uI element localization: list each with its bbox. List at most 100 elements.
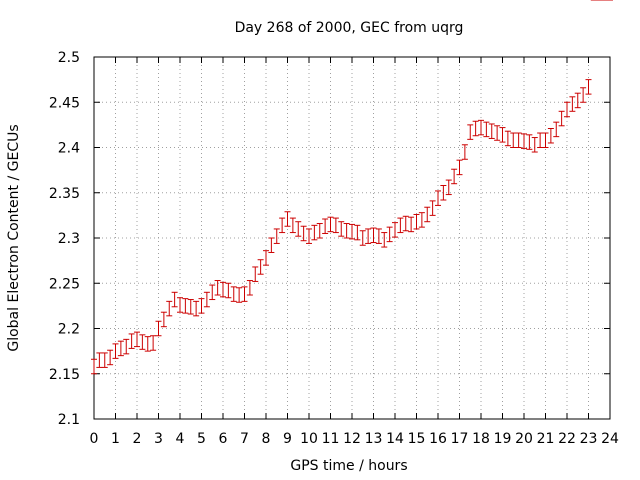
data-point	[123, 338, 130, 355]
data-point	[160, 311, 167, 328]
y-tick-label: 2.4	[58, 141, 80, 157]
data-point	[91, 358, 97, 375]
chart-title: Day 268 of 2000, GEC from uqrg	[235, 20, 464, 36]
x-tick-labels: 0 1 2 3 4 5 6 7 8 9 10 11 12 13 14 15 16 17 18 19 20 21 22 23 24	[90, 431, 619, 447]
data-point	[553, 121, 560, 138]
data-point	[273, 228, 280, 244]
data-point	[424, 206, 431, 223]
data-point	[198, 298, 205, 314]
data-point	[402, 215, 409, 232]
data-point	[381, 232, 388, 248]
y-tick-label: 2.45	[49, 95, 80, 111]
data-point	[365, 228, 372, 244]
data-point	[456, 159, 463, 176]
data-point	[386, 226, 393, 243]
data-point	[166, 300, 173, 317]
x-tick-label: 10	[300, 431, 318, 447]
data-point	[445, 179, 452, 196]
x-tick-label: 20	[515, 431, 533, 447]
data-point	[408, 216, 415, 233]
data-point	[392, 222, 398, 238]
x-tick-label: 19	[494, 431, 512, 447]
data-point	[144, 336, 151, 352]
data-point	[370, 227, 377, 244]
gridlines	[94, 57, 610, 419]
data-point	[558, 110, 565, 127]
data-point	[354, 224, 361, 241]
x-tick-label: 18	[472, 431, 490, 447]
x-tick-label: 15	[408, 431, 426, 447]
data-point	[429, 200, 436, 216]
y-axis-label: Global Electron Content / GECUs	[6, 124, 22, 351]
y-tick-label: 2.3	[58, 231, 80, 247]
data-point	[349, 223, 355, 240]
data-point	[521, 133, 527, 149]
x-tick-label: 5	[197, 431, 206, 447]
x-tick-label: 7	[240, 431, 249, 447]
data-point	[246, 280, 253, 296]
data-point	[580, 87, 587, 103]
data-point	[488, 123, 495, 139]
data-point	[494, 125, 501, 141]
data-point	[542, 132, 549, 148]
data-point	[547, 127, 554, 144]
data-point	[241, 286, 248, 302]
data-point	[504, 130, 511, 147]
data-point	[268, 237, 275, 253]
data-point	[107, 349, 114, 366]
data-point	[461, 144, 468, 160]
y-tick-label: 2.2	[58, 322, 80, 338]
data-point	[220, 281, 226, 298]
data-point	[139, 334, 146, 350]
data-point	[531, 137, 538, 153]
x-tick-label: 2	[133, 431, 142, 447]
data-point	[451, 168, 458, 185]
data-point	[343, 223, 350, 239]
data-point	[359, 230, 366, 246]
data-point	[483, 121, 490, 138]
data-point	[284, 211, 291, 227]
data-point	[171, 291, 178, 308]
data-point	[569, 96, 576, 112]
data-point	[418, 212, 425, 228]
x-tick-label: 17	[451, 431, 469, 447]
data-point	[375, 228, 382, 244]
x-tick-label: 13	[365, 431, 383, 447]
data-point	[478, 119, 484, 136]
data-point	[117, 340, 124, 357]
data-point	[510, 132, 517, 148]
x-tick-label: 1	[111, 431, 120, 447]
data-point	[499, 127, 506, 143]
data-point	[316, 223, 323, 239]
x-tick-label: 12	[343, 431, 361, 447]
data-point	[279, 217, 286, 234]
data-point	[435, 190, 441, 206]
data-point	[537, 132, 544, 148]
data-point	[397, 217, 404, 234]
data-point	[193, 300, 200, 317]
data-point	[209, 284, 216, 301]
data-point	[150, 335, 157, 351]
data-point	[289, 217, 296, 234]
axis-ticks	[93, 56, 611, 420]
x-tick-label: 14	[386, 431, 404, 447]
data-point	[472, 120, 479, 137]
data-point	[311, 224, 318, 241]
data-point	[187, 299, 194, 315]
x-tick-label: 22	[558, 431, 576, 447]
data-point	[515, 132, 522, 148]
data-point	[252, 266, 259, 282]
data-point	[585, 79, 592, 95]
data-point	[177, 297, 183, 313]
data-point	[203, 291, 210, 308]
data-point	[101, 352, 108, 368]
x-tick-label: 21	[537, 431, 555, 447]
data-point	[574, 92, 581, 109]
data-point	[564, 101, 570, 118]
data-point	[225, 282, 232, 299]
data-point	[112, 343, 119, 359]
data-point	[467, 124, 474, 140]
y-tick-label: 2.25	[49, 276, 80, 292]
y-tick-label: 2.1	[58, 412, 80, 428]
data-point	[263, 250, 269, 266]
